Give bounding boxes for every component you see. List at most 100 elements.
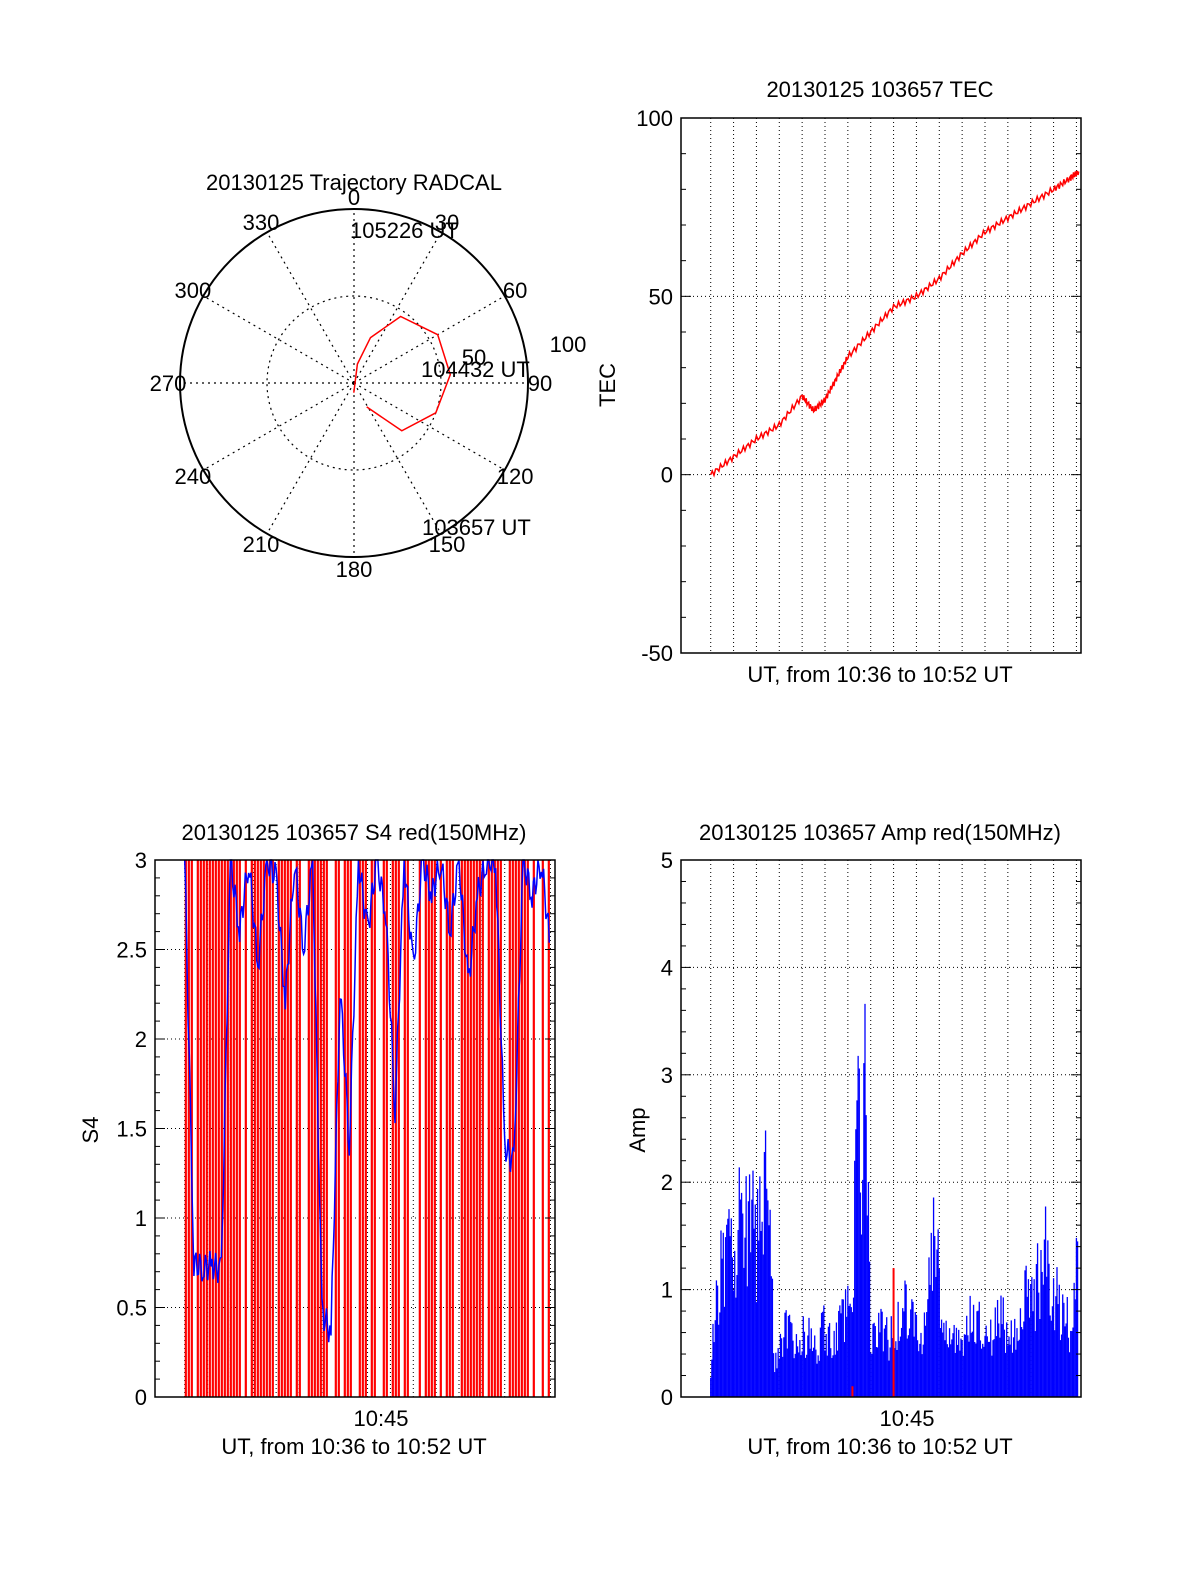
s4-red-bar [394, 860, 397, 1397]
s4-plot: 20130125 103657 S4 red(150MHz) 3 2.5 2 1.5 1… [78, 820, 556, 1459]
s4-red-bar [271, 860, 274, 1397]
s4-red-bar [424, 860, 427, 1397]
amp-x-tick-label: 10:45 [879, 1406, 934, 1431]
s4-red-bar [463, 860, 466, 1397]
s4-red-bar [277, 860, 280, 1397]
s4-red-bar [358, 860, 361, 1397]
y-tick-label: 100 [636, 106, 673, 131]
s4-red-bar [325, 860, 328, 1397]
s4-red-bar [520, 860, 523, 1397]
amp-plot: 20130125 103657 Amp red(150MHz) 5 4 3 2 1 0 A… [625, 820, 1082, 1459]
y-tick-label: 0 [661, 463, 673, 488]
s4-red-bar [469, 860, 472, 1397]
azimuth-label: 60 [503, 278, 527, 303]
polar-title: 20130125 Trajectory RADCAL [206, 170, 502, 195]
y-tick-label: 1 [135, 1206, 147, 1231]
trajectory-polar-plot: 20130125 Trajectory RADCAL 0 30 60 90 120 150… [150, 170, 587, 582]
y-tick-label: 5 [661, 848, 673, 873]
s4-red-bar [382, 860, 385, 1397]
trajectory-track [353, 315, 452, 432]
s4-red-bar [232, 860, 235, 1397]
s4-red-bar [481, 860, 484, 1397]
s4-red-bar [403, 860, 406, 1397]
s4-red-bar [475, 860, 478, 1397]
y-tick-label: 0 [661, 1385, 673, 1410]
s4-red-bar [253, 860, 256, 1397]
azimuth-label: 0 [348, 185, 360, 210]
s4-red-bar [517, 860, 520, 1397]
s4-red-bar [487, 860, 490, 1397]
s4-red-bar [532, 860, 535, 1397]
radius-label-50: 50 [462, 345, 486, 370]
azimuth-label: 210 [243, 532, 280, 557]
s4-red-bar [391, 860, 394, 1397]
polar-spoke [266, 232, 355, 384]
polar-spoke [203, 382, 355, 471]
s4-red-bar [307, 860, 310, 1397]
s4-red-bar [313, 860, 316, 1397]
azimuth-label: 150 [429, 532, 466, 557]
s4-red-bar [406, 860, 409, 1397]
polar-spoke [353, 232, 442, 384]
y-tick-label: 0.5 [116, 1296, 147, 1321]
s4-y-axis-label: S4 [78, 1117, 103, 1144]
s4-red-bar [229, 860, 232, 1397]
s4-x-tick-label: 10:45 [353, 1406, 408, 1431]
s4-red-bar [466, 860, 469, 1397]
azimuth-label: 30 [435, 210, 459, 235]
track-label-end: 105226 UT [350, 218, 459, 243]
s4-frame [154, 859, 556, 1398]
s4-red-bar [508, 860, 511, 1397]
s4-red-bar [319, 860, 322, 1397]
polar-outer-ring [179, 208, 529, 558]
s4-red-bar [295, 860, 298, 1397]
tec-frame [680, 117, 1082, 654]
s4-red-bar [343, 860, 346, 1397]
y-tick-label: 2.5 [116, 938, 147, 963]
y-tick-label: 4 [661, 955, 673, 980]
s4-red-bar [226, 860, 229, 1397]
azimuth-label: 270 [150, 371, 187, 396]
s4-red-bar [250, 860, 253, 1397]
s4-red-bar [199, 860, 202, 1397]
s4-red-bar [184, 860, 187, 1397]
s4-red-bar [490, 860, 493, 1397]
s4-red-bar [220, 860, 223, 1397]
s4-red-bar [322, 860, 325, 1397]
azimuth-label: 90 [528, 371, 552, 396]
track-label-start: 103657 UT [422, 515, 531, 540]
s4-red-bar [262, 860, 265, 1397]
s4-red-bar [337, 860, 340, 1397]
s4-red-bar [478, 860, 481, 1397]
azimuth-label: 330 [243, 210, 280, 235]
radius-label-100: 100 [550, 332, 587, 357]
s4-red-bar [196, 860, 199, 1397]
azimuth-label: 180 [336, 557, 373, 582]
s4-red-bar [514, 860, 517, 1397]
s4-red-bar [499, 860, 502, 1397]
s4-red-bar [298, 860, 301, 1397]
s4-red-bar [373, 860, 376, 1397]
polar-spoke [203, 295, 355, 384]
s4-red-bar [370, 860, 373, 1397]
s4-red-bar [214, 860, 217, 1397]
y-tick-label: 3 [135, 848, 147, 873]
s4-red-bar [310, 860, 313, 1397]
s4-red-bar [523, 860, 526, 1397]
s4-red-bar [283, 860, 286, 1397]
s4-red-bar [385, 860, 388, 1397]
tec-title: 20130125 103657 TEC [766, 77, 993, 102]
polar-spoke [266, 382, 355, 534]
amp-x-axis-label: UT, from 10:36 to 10:52 UT [747, 1434, 1012, 1459]
y-tick-label: 50 [649, 284, 673, 309]
s4-red-bar [268, 860, 271, 1397]
amp-title: 20130125 103657 Amp red(150MHz) [699, 820, 1061, 845]
s4-red-bar [208, 860, 211, 1397]
s4-red-bar [256, 860, 259, 1397]
y-tick-label: 1.5 [116, 1117, 147, 1142]
tec-y-axis-label: TEC [595, 363, 620, 407]
amp-frame [680, 859, 1082, 1398]
s4-red-bar [238, 860, 241, 1397]
s4-red-bar [448, 860, 451, 1397]
